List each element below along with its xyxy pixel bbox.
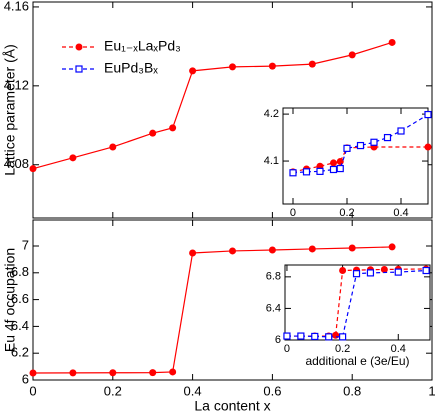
marker: [332, 331, 340, 339]
y-tick-label: 6.4: [11, 318, 29, 333]
marker: [424, 143, 432, 151]
marker: [388, 38, 396, 46]
marker: [149, 369, 157, 377]
x-tick-label: 0: [29, 383, 36, 398]
marker: [169, 368, 177, 376]
x-axis-label: additional e (3e/Eu): [305, 354, 409, 368]
x-tick-label: 0: [290, 207, 296, 219]
marker: [311, 332, 319, 341]
legend-marker: [75, 43, 83, 51]
marker: [283, 332, 291, 340]
marker: [189, 249, 197, 257]
plot-frame: [284, 264, 431, 341]
x-tick-label: 0.6: [263, 383, 281, 398]
marker: [336, 164, 344, 173]
x-tick-label: 1: [428, 383, 435, 398]
y-tick-label: 4.12: [4, 77, 29, 92]
y-tick-label: 6.4: [266, 302, 281, 314]
marker: [316, 167, 324, 175]
x-axis-label: La content x: [194, 398, 270, 414]
marker: [380, 266, 388, 273]
y-tick-label: 4.08: [4, 156, 29, 171]
y-axis-label: Eu 4f occupation: [2, 248, 18, 352]
legend-label: Eu₁₋ₓLaₓPd₃: [104, 38, 181, 54]
marker: [109, 143, 117, 151]
marker: [366, 269, 375, 277]
y-tick-label: 7: [22, 237, 29, 252]
x-tick-label: 0.2: [339, 207, 354, 219]
marker: [268, 246, 276, 254]
marker: [424, 110, 432, 119]
marker: [297, 332, 305, 340]
legend-label: EuPd₃Bₓ: [104, 60, 158, 76]
marker: [348, 244, 356, 252]
marker: [69, 369, 77, 377]
marker: [149, 129, 157, 137]
marker: [339, 333, 347, 341]
y-tick-label: 6: [22, 371, 29, 386]
x-tick-label: 0.2: [335, 343, 350, 355]
marker: [308, 245, 316, 253]
y-tick-label: 4.1: [264, 155, 279, 167]
legend-marker: [75, 65, 83, 73]
marker: [29, 369, 37, 377]
marker: [388, 243, 396, 251]
x-tick-label: 0.8: [343, 383, 361, 398]
marker: [422, 266, 430, 275]
marker: [169, 124, 177, 132]
y-tick-label: 6.8: [11, 264, 29, 279]
marker: [356, 141, 365, 150]
y-axis-label: Lattice parameter (Å): [2, 44, 18, 176]
x-tick-label: 0.4: [391, 343, 406, 355]
y-tick-label: 6.6: [11, 291, 29, 306]
marker: [229, 247, 236, 255]
marker: [268, 62, 276, 70]
marker: [329, 159, 337, 167]
marker: [336, 158, 344, 166]
x-tick-label: 0: [284, 343, 290, 355]
marker: [370, 138, 378, 146]
marker: [343, 144, 351, 152]
marker: [69, 154, 77, 162]
marker: [229, 63, 236, 71]
marker: [325, 333, 333, 341]
x-tick-label: 0.4: [184, 383, 202, 398]
marker: [29, 165, 37, 173]
plot-frame: [282, 107, 429, 205]
marker: [308, 60, 316, 68]
marker: [189, 67, 197, 75]
y-tick-label: 6.8: [266, 271, 281, 283]
y-tick-label: 6: [275, 334, 281, 346]
marker: [339, 267, 347, 275]
series-line: [292, 114, 429, 174]
marker: [394, 268, 402, 276]
marker: [329, 165, 338, 174]
y-tick-label: 4.2: [264, 108, 279, 120]
marker: [289, 169, 297, 177]
y-tick-label: 4.16: [4, 0, 29, 13]
x-tick-label: 0.2: [104, 383, 122, 398]
marker: [352, 270, 361, 278]
marker: [302, 168, 311, 176]
y-tick-label: 6.2: [11, 345, 29, 360]
marker: [348, 51, 356, 59]
marker: [397, 127, 405, 135]
marker: [383, 133, 392, 142]
marker: [109, 369, 117, 377]
x-tick-label: 0.4: [393, 207, 408, 219]
